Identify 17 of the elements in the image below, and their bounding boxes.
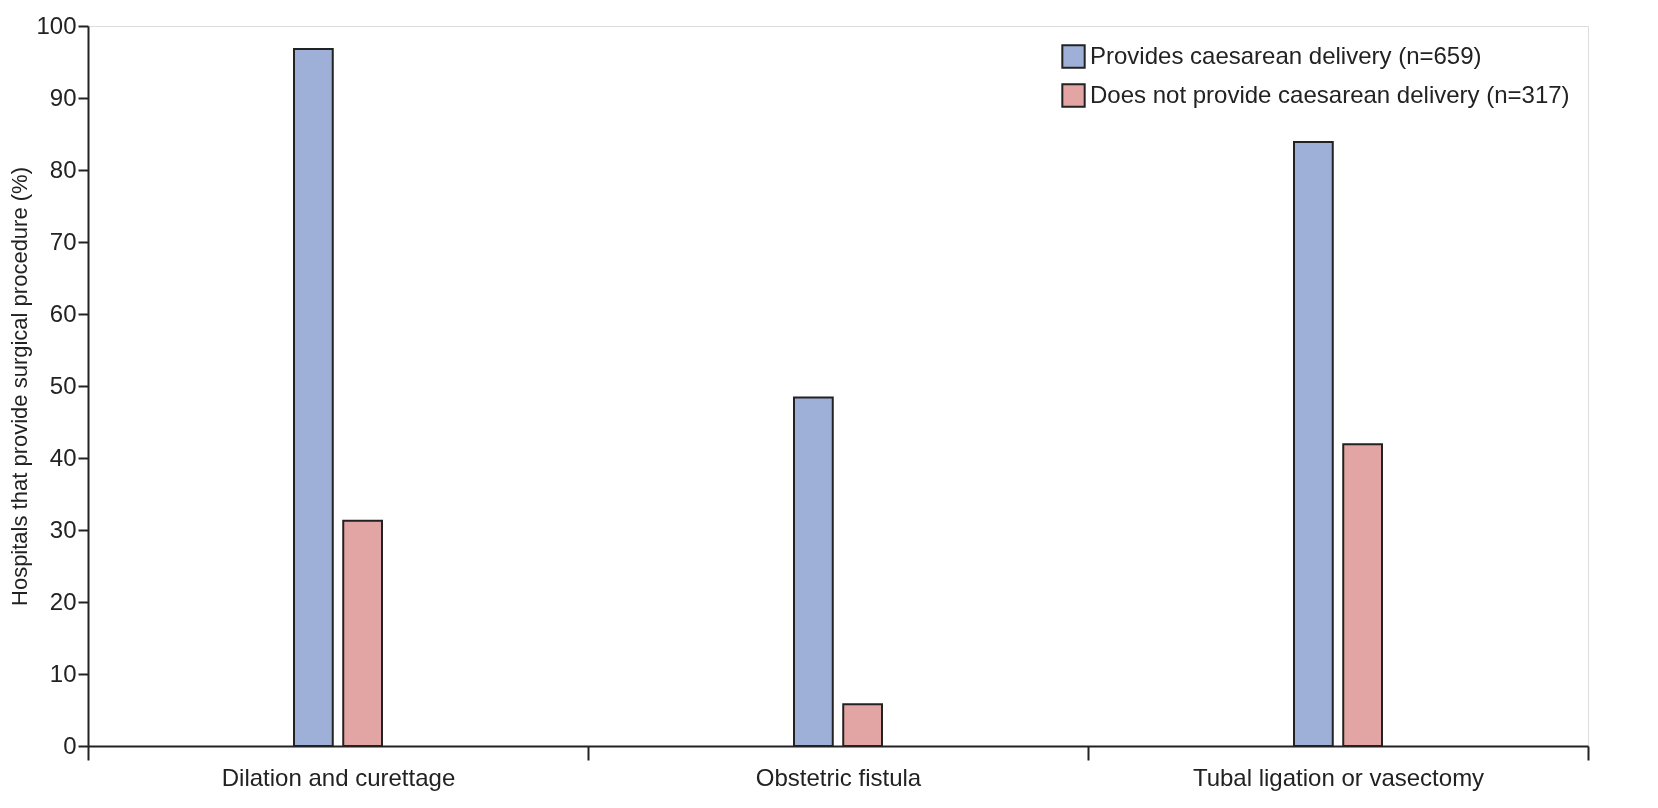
y-tick-label: 70 bbox=[49, 227, 77, 255]
y-tick-label: 10 bbox=[49, 659, 77, 687]
y-tick-label: 100 bbox=[36, 11, 77, 39]
y-tick-label: 50 bbox=[49, 371, 77, 399]
x-tick-label: Dilation and curettage bbox=[221, 763, 456, 791]
y-tick-label: 60 bbox=[49, 299, 77, 327]
y-tick-label: 30 bbox=[49, 515, 77, 543]
legend-label: Provides caesarean delivery (n=659) bbox=[1090, 41, 1482, 69]
y-tick-label: 20 bbox=[49, 587, 77, 615]
y-tick-label: 80 bbox=[49, 155, 77, 183]
legend-label: Does not provide caesarean delivery (n=317) bbox=[1090, 80, 1570, 108]
x-tick-label: Tubal ligation or vasectomy bbox=[1192, 763, 1485, 791]
y-axis-title: Hospitals that provide surgical procedure (%) bbox=[7, 167, 33, 606]
x-tick-label: Obstetric fistula bbox=[755, 763, 922, 791]
y-tick-label: 40 bbox=[49, 443, 77, 471]
y-tick-label: 90 bbox=[49, 83, 77, 111]
y-tick-label: 0 bbox=[63, 731, 77, 759]
